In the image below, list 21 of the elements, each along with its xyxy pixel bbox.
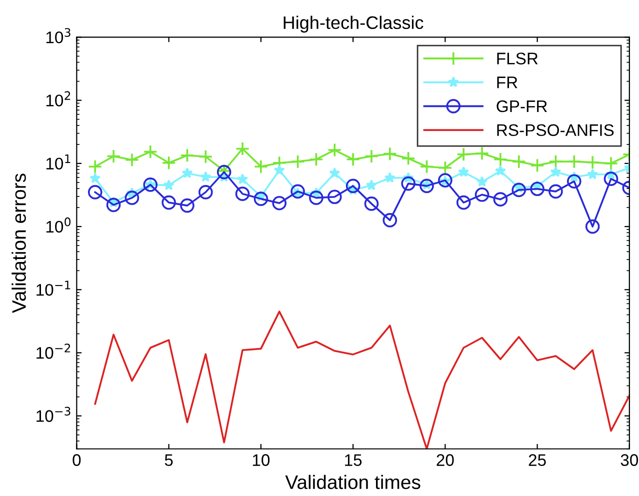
chart-title: High-tech-Classic [284,16,424,33]
y-axis-title: Validation errors [12,174,26,314]
y-tick-label: 10$^{2}$ [46,91,70,106]
y-tick-label: 10$^{−3}$ [36,406,70,422]
legend-label: GP-FR [496,100,547,112]
x-tick-label: 10 [252,454,270,466]
x-tick-label: 0 [72,454,81,466]
x-tick-label: 25 [528,454,546,466]
x-axis-title: Validation times [285,474,420,490]
x-tick-label: 5 [164,454,173,466]
y-tick-label: 10$^{−2}$ [36,344,70,359]
x-tick-label: 20 [436,454,454,466]
x-tick-label: 30 [620,454,638,466]
y-tick-label: 10$^{−1}$ [36,280,70,296]
y-tick-label: 10$^{1}$ [46,154,70,170]
legend-label: RS-PSO-ANFIS [497,124,614,136]
legend-label: FR [497,76,518,88]
x-tick-label: 15 [345,454,362,466]
y-tick-label: 10$^{3}$ [46,28,70,44]
y-tick-label: 10$^{0}$ [46,217,70,233]
legend-label: FLSR [497,52,538,64]
